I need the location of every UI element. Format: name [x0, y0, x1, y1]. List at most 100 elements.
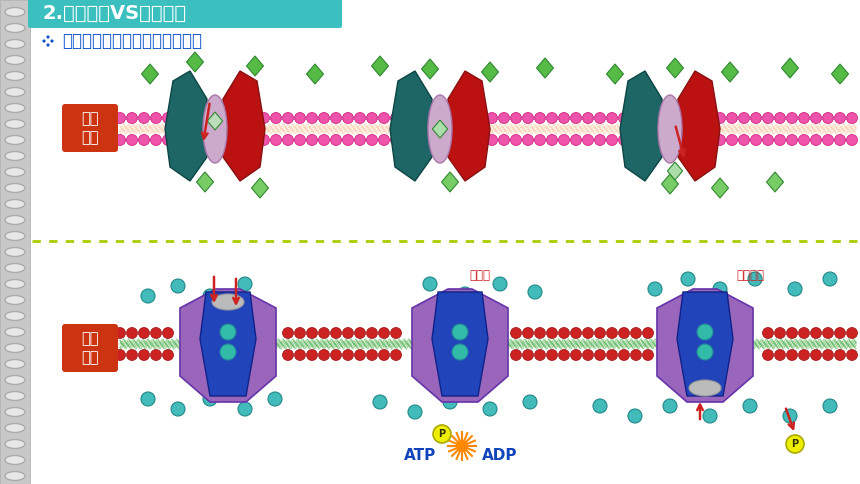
Circle shape: [823, 272, 837, 286]
Ellipse shape: [5, 88, 25, 96]
Circle shape: [822, 135, 833, 146]
Circle shape: [294, 349, 305, 361]
Circle shape: [727, 135, 738, 146]
Circle shape: [163, 328, 174, 338]
Circle shape: [378, 112, 390, 123]
Circle shape: [642, 349, 654, 361]
Circle shape: [748, 272, 762, 286]
Text: 去磷酸化: 去磷酸化: [736, 269, 764, 282]
Polygon shape: [722, 62, 739, 82]
Circle shape: [606, 349, 617, 361]
Circle shape: [433, 425, 451, 443]
Circle shape: [294, 112, 305, 123]
Ellipse shape: [5, 56, 25, 64]
Circle shape: [511, 112, 521, 123]
Ellipse shape: [5, 72, 25, 80]
Polygon shape: [180, 289, 276, 402]
Polygon shape: [666, 58, 684, 78]
Circle shape: [528, 285, 542, 299]
Circle shape: [378, 328, 390, 338]
Circle shape: [342, 328, 353, 338]
FancyBboxPatch shape: [28, 0, 342, 28]
Circle shape: [751, 112, 761, 123]
Ellipse shape: [5, 120, 25, 128]
Circle shape: [618, 135, 630, 146]
Circle shape: [126, 349, 138, 361]
Circle shape: [582, 112, 593, 123]
Circle shape: [535, 112, 545, 123]
Circle shape: [354, 112, 366, 123]
Polygon shape: [606, 64, 624, 84]
Polygon shape: [46, 35, 50, 39]
Circle shape: [715, 135, 726, 146]
Circle shape: [523, 328, 533, 338]
Circle shape: [546, 112, 557, 123]
Circle shape: [834, 135, 845, 146]
Circle shape: [511, 349, 521, 361]
Text: 比较协助扩散和主动运输的异同: 比较协助扩散和主动运输的异同: [62, 32, 202, 50]
Circle shape: [390, 328, 402, 338]
Bar: [0, 0, 30, 484]
Ellipse shape: [5, 104, 25, 112]
Circle shape: [763, 349, 773, 361]
Circle shape: [630, 349, 642, 361]
Circle shape: [458, 287, 472, 301]
Circle shape: [203, 392, 217, 406]
Circle shape: [163, 135, 174, 146]
Circle shape: [582, 349, 593, 361]
Ellipse shape: [5, 7, 25, 16]
Polygon shape: [46, 43, 50, 47]
Circle shape: [373, 395, 387, 409]
Polygon shape: [432, 292, 488, 396]
Circle shape: [570, 112, 581, 123]
Circle shape: [306, 328, 317, 338]
Circle shape: [150, 135, 162, 146]
Circle shape: [141, 392, 155, 406]
Polygon shape: [42, 39, 46, 43]
Circle shape: [390, 112, 402, 123]
Circle shape: [390, 349, 402, 361]
Polygon shape: [306, 64, 323, 84]
Circle shape: [535, 328, 545, 338]
Polygon shape: [537, 58, 554, 78]
Circle shape: [739, 112, 750, 123]
Circle shape: [114, 135, 126, 146]
Circle shape: [342, 349, 353, 361]
Circle shape: [390, 135, 402, 146]
Circle shape: [282, 135, 293, 146]
Circle shape: [126, 112, 138, 123]
Polygon shape: [200, 292, 256, 396]
Circle shape: [810, 349, 821, 361]
Ellipse shape: [689, 380, 721, 396]
Ellipse shape: [5, 312, 25, 320]
Circle shape: [114, 349, 126, 361]
Circle shape: [715, 112, 726, 123]
Ellipse shape: [5, 344, 25, 352]
Circle shape: [366, 349, 378, 361]
Circle shape: [697, 324, 713, 340]
Text: 主动
运输: 主动 运输: [81, 331, 99, 365]
Circle shape: [220, 324, 236, 340]
Ellipse shape: [5, 376, 25, 384]
Circle shape: [238, 277, 252, 291]
Circle shape: [594, 112, 605, 123]
Circle shape: [443, 395, 457, 409]
Circle shape: [366, 112, 378, 123]
Circle shape: [763, 135, 773, 146]
Polygon shape: [433, 120, 448, 138]
Ellipse shape: [5, 263, 25, 272]
Circle shape: [570, 349, 581, 361]
Ellipse shape: [5, 455, 25, 465]
Text: P: P: [439, 429, 445, 439]
Polygon shape: [667, 162, 683, 180]
Ellipse shape: [5, 247, 25, 257]
Circle shape: [487, 135, 497, 146]
Circle shape: [487, 112, 497, 123]
Polygon shape: [251, 178, 268, 198]
Circle shape: [630, 328, 642, 338]
Circle shape: [775, 328, 785, 338]
Polygon shape: [677, 292, 733, 396]
Circle shape: [834, 328, 845, 338]
Circle shape: [703, 409, 717, 423]
Circle shape: [330, 328, 341, 338]
